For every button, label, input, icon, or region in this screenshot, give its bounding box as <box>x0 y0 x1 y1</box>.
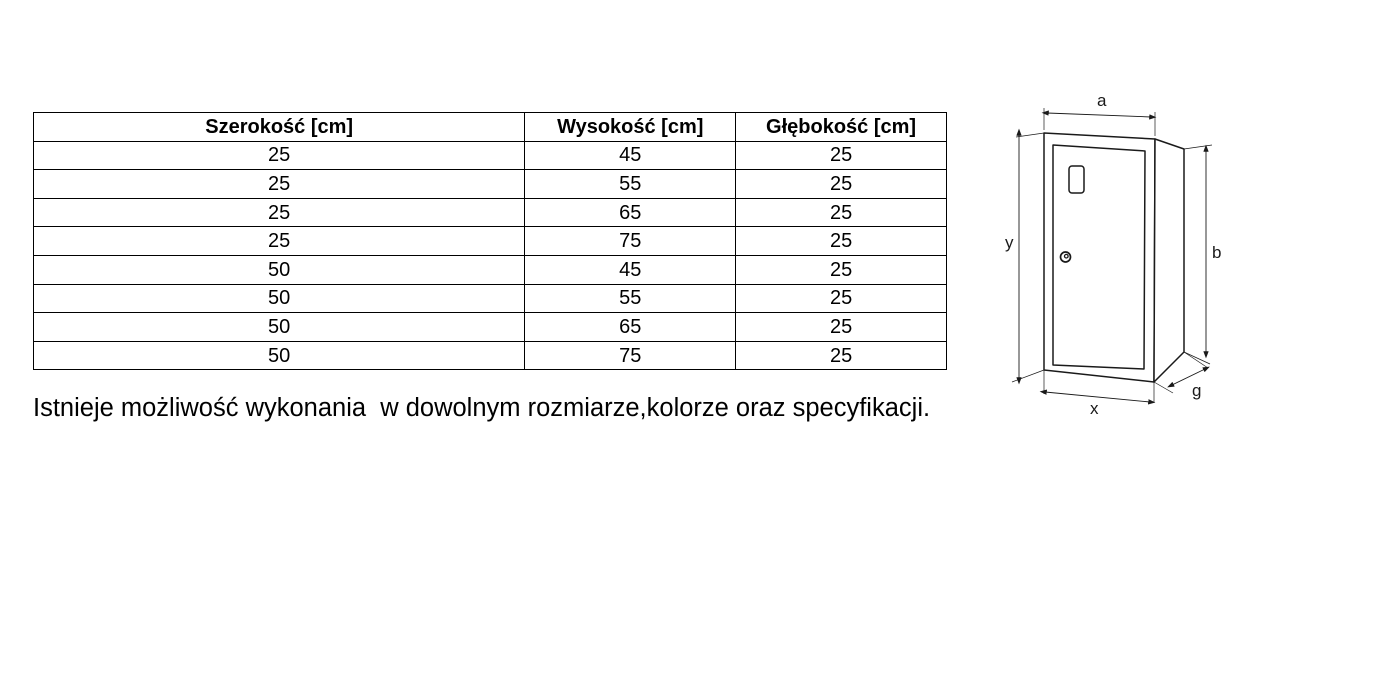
svg-text:a: a <box>1097 91 1107 110</box>
svg-text:g: g <box>1192 381 1201 400</box>
svg-text:y: y <box>1005 233 1014 252</box>
svg-text:b: b <box>1212 243 1221 262</box>
svg-text:x: x <box>1090 399 1099 415</box>
